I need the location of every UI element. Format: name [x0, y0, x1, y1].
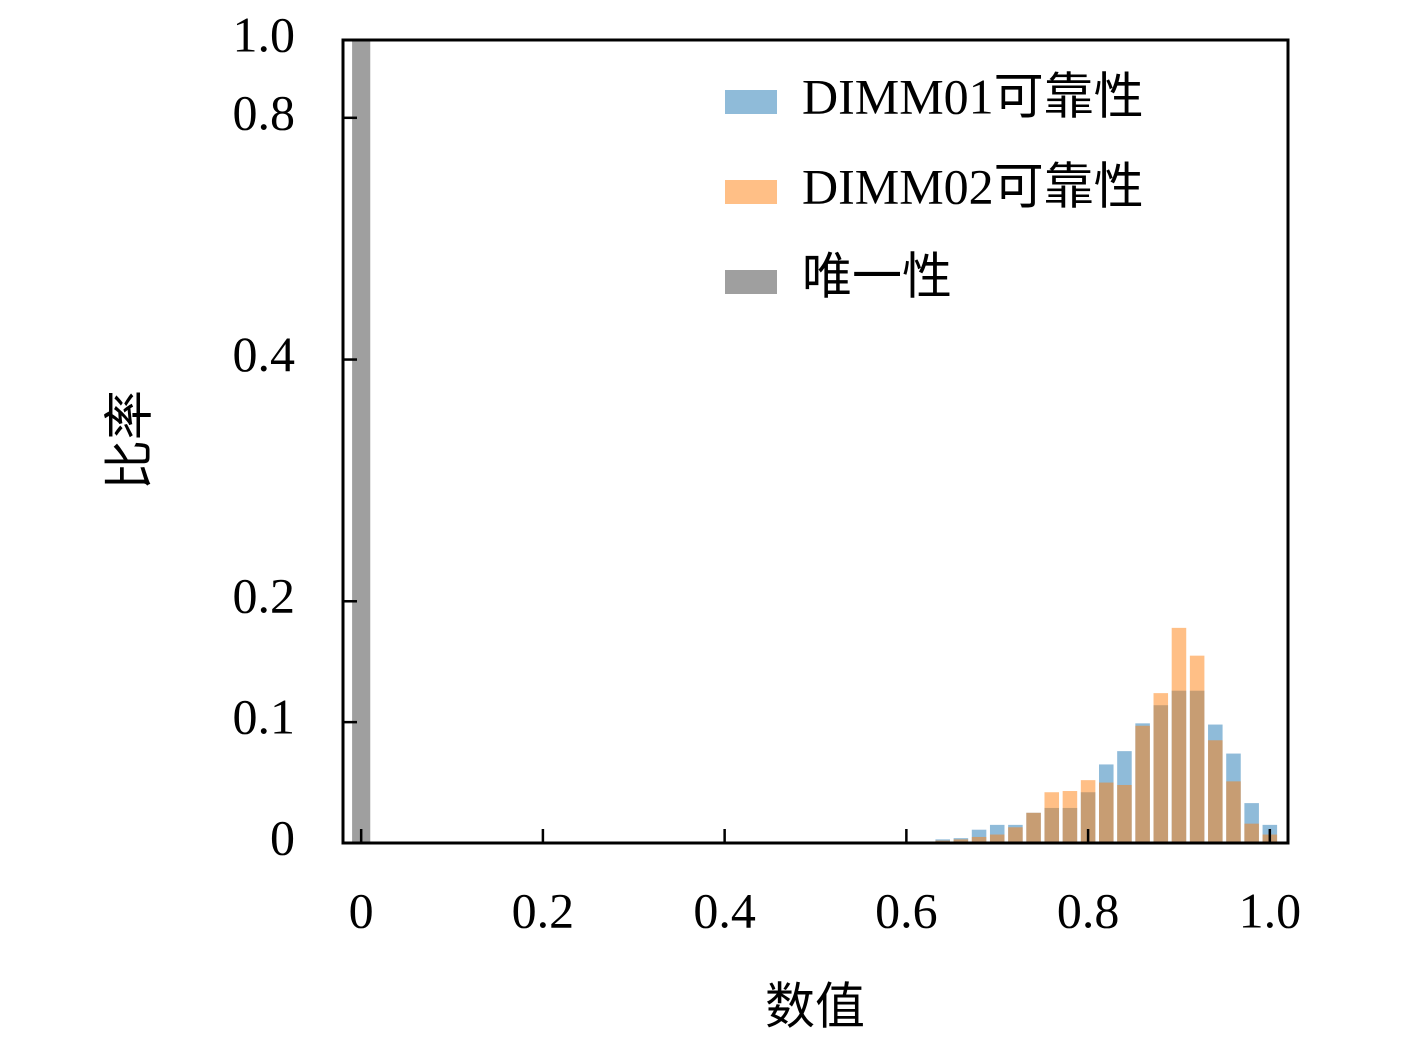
bar — [1044, 792, 1060, 843]
y-tick-label: 0.4 — [233, 326, 296, 382]
legend-swatch — [725, 180, 777, 204]
x-tick-label: 0.8 — [1057, 882, 1120, 938]
bar — [989, 834, 1005, 843]
bar — [1008, 827, 1023, 843]
x-tick-label: 0.6 — [875, 882, 938, 938]
bar — [1099, 782, 1114, 843]
y-tick-label: 0.2 — [233, 568, 296, 624]
x-tick-label: 0.2 — [512, 882, 575, 938]
x-tick-label: 0 — [349, 882, 374, 938]
legend-label: 唯一性 — [802, 248, 952, 304]
bar — [1062, 791, 1078, 843]
x-tick-label: 1.0 — [1239, 882, 1302, 938]
y-tick-label: 0.1 — [233, 689, 296, 745]
legend-swatch — [725, 270, 777, 294]
plot-frame — [341, 38, 1290, 845]
bar — [1026, 812, 1041, 843]
bar — [1171, 627, 1187, 843]
bar — [1226, 781, 1241, 843]
y-tick-label: 0.8 — [233, 84, 296, 140]
bar — [1189, 655, 1205, 843]
y-tick-label: 0 — [270, 809, 295, 865]
bar — [1080, 780, 1096, 843]
y-axis-label: 比率 — [101, 390, 157, 490]
y-tick-label: 1.0 — [233, 6, 296, 62]
legend-label: DIMM01可靠性 — [802, 68, 1144, 124]
legend-label: DIMM02可靠性 — [802, 158, 1144, 214]
bar — [1208, 740, 1223, 843]
bar — [1117, 784, 1132, 843]
bar — [971, 836, 987, 843]
bar — [1244, 823, 1259, 843]
bar — [1135, 725, 1150, 843]
bar — [1153, 693, 1169, 843]
bar — [953, 839, 969, 843]
x-axis-label: 数值 — [765, 978, 865, 1034]
x-tick-label: 0.4 — [693, 882, 756, 938]
legend-swatch — [725, 90, 777, 114]
bar — [352, 40, 371, 843]
